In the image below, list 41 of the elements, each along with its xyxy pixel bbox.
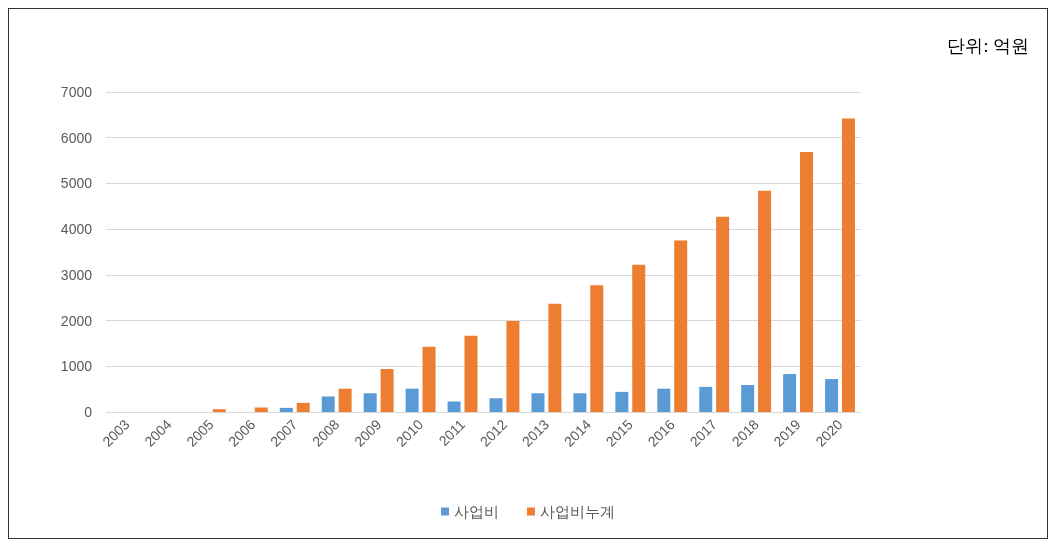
y-tick-label: 6000 <box>60 129 93 146</box>
legend-label: 사업비누계 <box>540 503 615 520</box>
bar <box>674 240 688 412</box>
y-tick-label: 0 <box>84 404 93 420</box>
bar <box>254 407 268 412</box>
legend-label: 사업비 <box>454 503 499 520</box>
bar <box>531 393 545 412</box>
bar <box>363 393 377 412</box>
bar <box>548 303 562 412</box>
bar <box>506 321 520 412</box>
bar <box>405 388 419 412</box>
y-tick-label: 1000 <box>60 358 93 375</box>
y-tick-label: 3000 <box>60 266 93 283</box>
bar <box>296 402 310 412</box>
bar <box>380 369 394 412</box>
bar <box>338 388 352 412</box>
bar <box>716 216 730 412</box>
bar <box>741 385 755 412</box>
bar <box>422 346 436 412</box>
bar <box>783 374 797 412</box>
bar <box>279 407 293 412</box>
bar <box>800 151 814 412</box>
text: 단위: 억원 <box>947 36 1030 56</box>
y-tick-label: 2000 <box>60 312 93 329</box>
y-tick-label: 7000 <box>60 84 93 100</box>
y-tick-label: 4000 <box>60 221 93 238</box>
bar <box>321 396 335 412</box>
bar <box>590 285 604 412</box>
bar <box>657 388 671 412</box>
bar <box>841 118 855 412</box>
bar <box>825 379 839 412</box>
bar <box>489 398 503 412</box>
bar <box>447 401 461 412</box>
bar <box>573 393 587 412</box>
bar <box>699 386 713 412</box>
bar <box>615 391 629 412</box>
bar <box>464 335 478 412</box>
bar <box>212 409 226 412</box>
bar <box>758 190 772 412</box>
bar <box>632 264 646 412</box>
y-tick-label: 5000 <box>60 175 93 192</box>
